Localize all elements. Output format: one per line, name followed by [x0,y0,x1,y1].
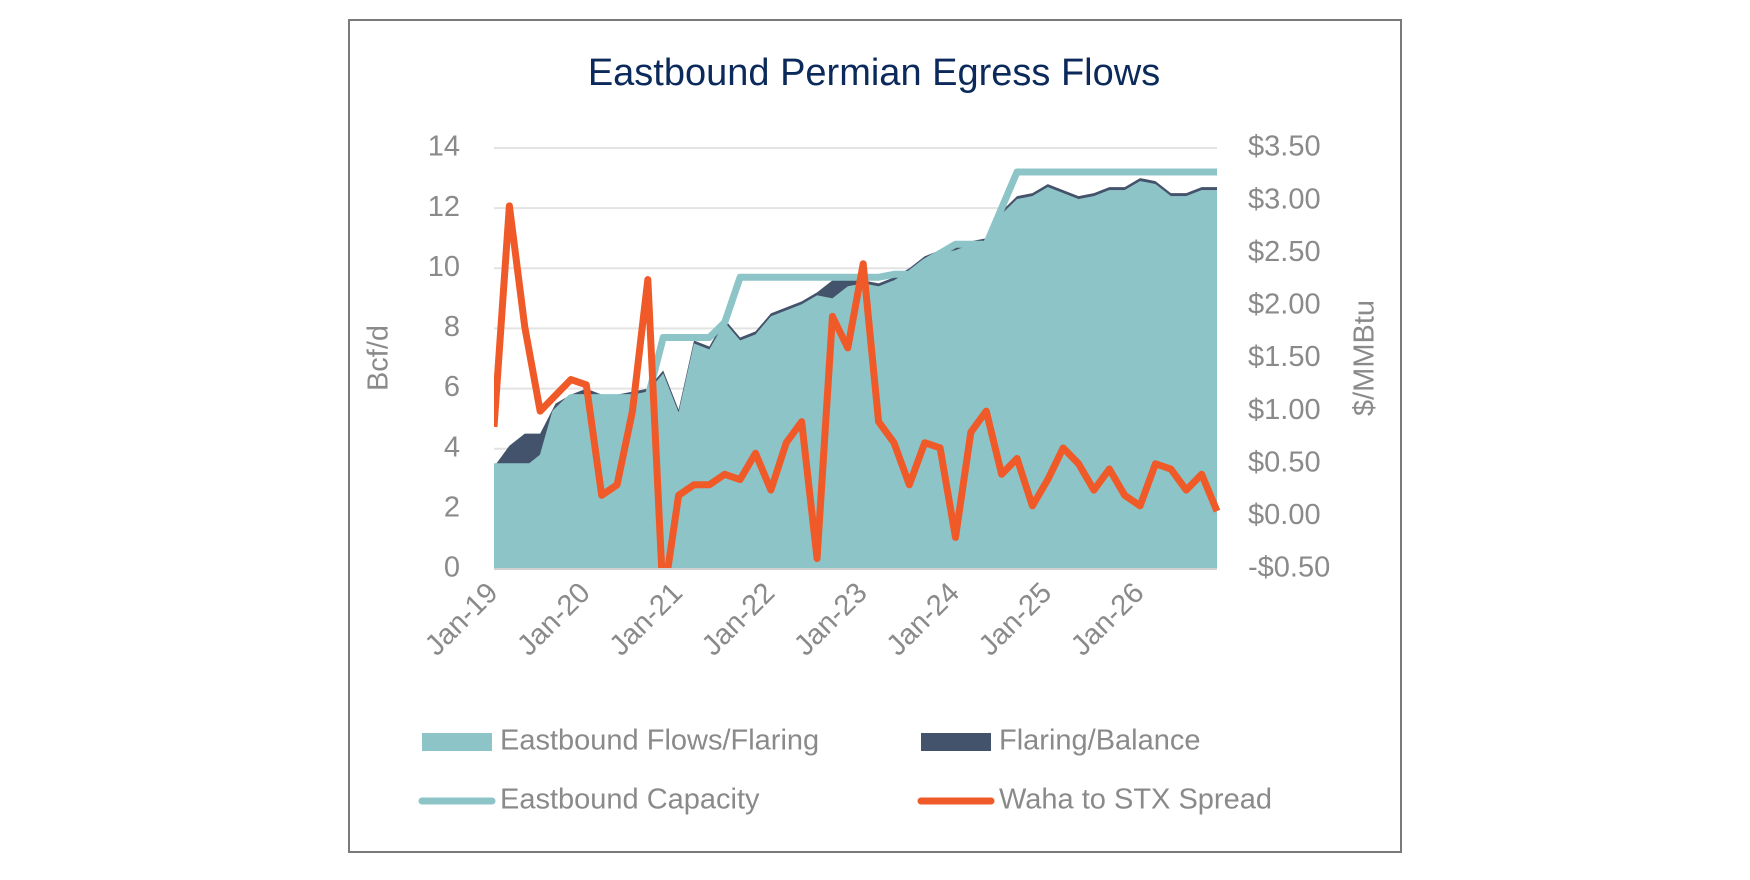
line [494,202,1221,569]
x-tick-label: Jan-21 [604,577,689,662]
y2-tick-label: $3.50 [1248,131,1321,163]
legend-label: Waha to STX Spread [999,784,1272,816]
x-tick-label: Jan-23 [788,577,873,662]
y2-axis-title: $/MMBtu [1349,300,1381,416]
chart-title: Eastbound Permian Egress Flows [588,52,1160,94]
y2-tick-label: -$0.50 [1248,552,1330,584]
line [494,168,1217,471]
y2-tick-label: $2.00 [1248,289,1321,321]
y2-tick-label: $1.00 [1248,394,1321,426]
y-tick-label: 8 [444,311,460,343]
legend-swatch [921,733,991,751]
legend-label: Flaring/Balance [999,725,1201,757]
legend: Eastbound Flows/Flaring Flaring/Balance Ea… [418,725,1272,816]
y2-tick-label: $0.00 [1248,499,1321,531]
chart-frame [348,19,1402,853]
y-tick-label: 10 [428,251,460,283]
areas [494,178,1217,570]
legend-label: Eastbound Flows/Flaring [500,725,819,757]
y-axis-title: Bcf/d [363,325,395,391]
y2-tick-label: $3.00 [1248,183,1321,215]
x-tick-label: Jan-22 [696,577,781,662]
area [494,181,1217,570]
legend-label: Eastbound Capacity [500,784,760,816]
y-tick-label: 2 [444,492,460,524]
y-tick-label: 6 [444,371,460,403]
lines [494,168,1221,569]
x-tick-label: Jan-25 [973,577,1058,662]
y2-tick-label: $0.50 [1248,446,1321,478]
legend-swatch [422,733,492,751]
y-tick-label: 12 [428,191,460,223]
x-tick-label: Jan-24 [881,577,966,662]
x-tick-label: Jan-26 [1065,577,1150,662]
y-tick-label: 14 [428,131,460,163]
y-tick-label: 4 [444,431,460,463]
y-tick-label: 0 [444,552,460,584]
y2-tick-label: $1.50 [1248,341,1321,373]
x-tick-label: Jan-19 [419,577,504,662]
y2-tick-label: $2.50 [1248,236,1321,268]
x-tick-label: Jan-20 [511,577,596,662]
